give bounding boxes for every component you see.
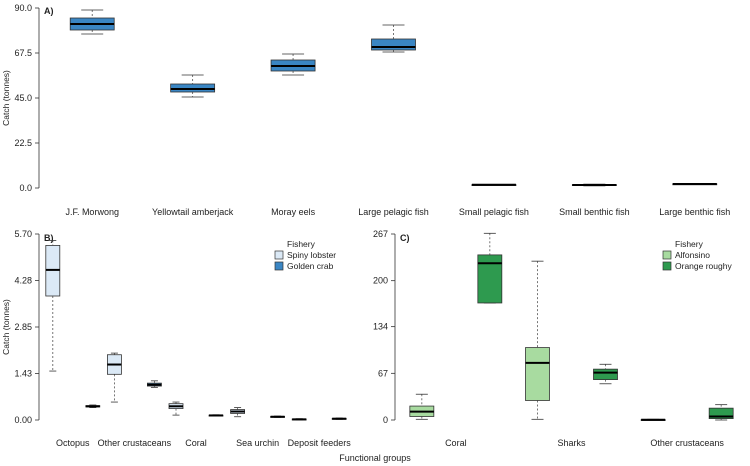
y-tick-label: 267 xyxy=(373,229,388,239)
legend-swatch-alfonsino xyxy=(662,250,672,260)
box-octopus-spiny-lobster xyxy=(45,240,61,372)
x-tick-label-other-crustaceans: Other crustaceans xyxy=(650,438,724,448)
panel-a: 0.0 22.5 45.0 67.5 90.0 Catch (tonnes) A) J.F. … xyxy=(1,3,730,217)
x-tick-label-deposit-feeders: Deposit feeders xyxy=(288,438,352,448)
panel-label: A) xyxy=(44,6,54,16)
box-body xyxy=(525,347,550,401)
x-tick-label-coral: Coral xyxy=(445,438,467,448)
box-sea-urchin-golden-crab xyxy=(270,415,286,418)
x-tick-label-coral: Coral xyxy=(185,438,207,448)
y-tick-label: 45.0 xyxy=(14,93,32,103)
box-sharks-orange-roughy xyxy=(593,363,618,385)
y-tick-label: 0.0 xyxy=(19,183,32,193)
box-body xyxy=(593,368,618,380)
y-axis-label: Catch (tonnes) xyxy=(1,70,11,126)
legend-swatch-orange-roughy xyxy=(662,261,672,271)
y-tick-label: 22.5 xyxy=(14,138,32,148)
y-tick-label: 90.0 xyxy=(14,3,32,13)
box-coral-orange-roughy xyxy=(477,232,503,304)
legend-label-alfonsino: Alfonsino xyxy=(675,250,710,260)
box-large-pelagic-fish xyxy=(371,24,416,53)
box-body xyxy=(708,407,734,420)
y-tick-label: 5.70 xyxy=(14,229,32,239)
y-tick-label: 0.00 xyxy=(14,415,32,425)
x-tick-label-j-f-morwong: J.F. Morwong xyxy=(65,207,119,217)
y-tick-label: 67 xyxy=(378,368,388,378)
box-octopus-golden-crab xyxy=(85,404,101,409)
panel-b: 0.00 1.43 2.85 4.28 5.70 Catch (tonnes) B) Octo… xyxy=(1,229,351,448)
x-tick-label-sharks: Sharks xyxy=(557,438,586,448)
y-axis-label: Catch (tonnes) xyxy=(1,299,11,355)
box-small-pelagic-fish xyxy=(471,183,517,187)
box-deposit-feeders-golden-crab xyxy=(331,417,347,420)
panel-label: C) xyxy=(400,233,410,243)
x-tick-label-small-benthic-fish: Small benthic fish xyxy=(559,207,630,217)
box-coral-golden-crab xyxy=(208,414,224,417)
panel-label: B) xyxy=(44,233,54,243)
box-j-f-morwong xyxy=(69,9,115,35)
box-sharks-alfonsino xyxy=(525,260,550,420)
y-tick-label: 134 xyxy=(373,322,388,332)
box-other-crustaceans-golden-crab xyxy=(146,380,162,388)
box-yellowtail-amberjack xyxy=(170,74,216,98)
box-other-crustaceans-spiny-lobster xyxy=(107,352,122,403)
legend-label-spiny-lobster: Spiny lobster xyxy=(287,250,336,260)
x-tick-label-octopus: Octopus xyxy=(56,438,90,448)
legend-swatch-spiny-lobster xyxy=(274,250,284,260)
shared-x-axis-label: Functional groups xyxy=(339,453,411,463)
y-tick-label: 0 xyxy=(383,415,388,425)
y-tick-label: 1.43 xyxy=(14,369,32,379)
box-body xyxy=(371,38,416,51)
box-coral-spiny-lobster xyxy=(168,401,184,416)
y-tick-label: 4.28 xyxy=(14,276,32,286)
legend-title: Fishery xyxy=(287,239,316,249)
x-tick-label-large-benthic-fish: Large benthic fish xyxy=(659,207,730,217)
legend-label-orange-roughy: Orange roughy xyxy=(675,261,732,271)
legend-swatch-golden-crab xyxy=(274,261,284,271)
box-deposit-feeders-spiny-lobster xyxy=(291,418,307,421)
panel-c: 0 67 134 200 267 C) Coral Sharks Other crustacea… xyxy=(373,229,734,448)
box-body xyxy=(477,254,503,304)
x-tick-label-small-pelagic-fish: Small pelagic fish xyxy=(459,207,529,217)
y-tick-label: 67.5 xyxy=(14,48,32,58)
x-tick-label-other-crustaceans: Other crustaceans xyxy=(98,438,172,448)
box-moray-eels xyxy=(270,53,316,76)
box-sea-urchin-spiny-lobster xyxy=(230,407,246,418)
box-large-benthic-fish xyxy=(672,182,718,186)
legend-label-golden-crab: Golden crab xyxy=(287,261,334,271)
x-tick-label-large-pelagic-fish: Large pelagic fish xyxy=(358,207,429,217)
box-coral-alfonsino xyxy=(409,393,435,420)
box-other-crustaceans-orange-roughy xyxy=(708,404,734,421)
box-other-crustaceans-alfonsino xyxy=(640,418,666,421)
x-tick-label-moray-eels: Moray eels xyxy=(271,207,316,217)
y-tick-label: 200 xyxy=(373,276,388,286)
y-tick-label: 2.85 xyxy=(14,322,32,332)
x-tick-label-yellowtail-amberjack: Yellowtail amberjack xyxy=(152,207,234,217)
x-tick-label-sea-urchin: Sea urchin xyxy=(236,438,279,448)
box-small-benthic-fish xyxy=(571,183,617,187)
legend-title: Fishery xyxy=(675,239,704,249)
